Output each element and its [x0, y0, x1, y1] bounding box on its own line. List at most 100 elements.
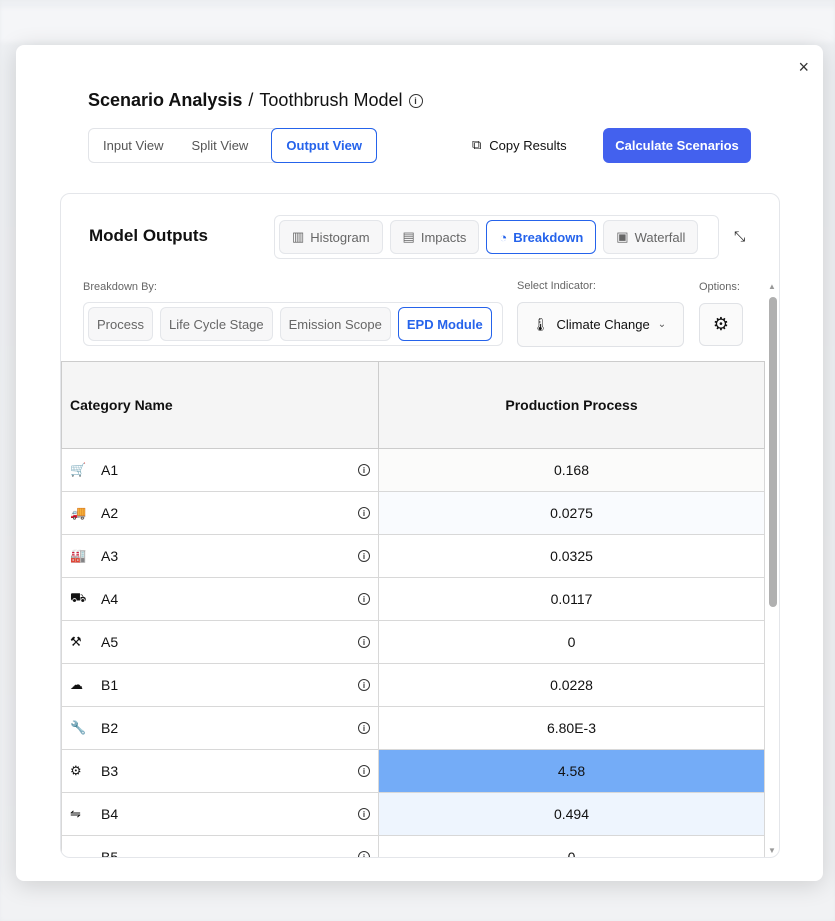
delivery-truck-icon: ⛟ — [70, 590, 87, 605]
table-row: ☁ B1 i 0.0228 — [61, 663, 765, 707]
category-cell: 🏭 A3 i — [61, 534, 379, 578]
card-title: Model Outputs — [89, 226, 208, 245]
info-icon[interactable]: i — [358, 593, 370, 605]
copy-label: Copy Results — [489, 137, 567, 153]
arrow-right-icon: → — [70, 849, 83, 858]
category-cell: 🛒 A1 i — [61, 448, 379, 492]
value-cell[interactable]: 0.494 — [378, 792, 765, 836]
info-icon[interactable]: i — [358, 636, 370, 648]
table-row: ⚙ B3 i 4.58 — [61, 749, 765, 793]
column-header-production-process[interactable]: Production Process — [378, 361, 765, 449]
tab-split-view[interactable]: Split View — [191, 138, 249, 153]
info-icon[interactable]: i — [358, 808, 370, 820]
category-name: B1 — [101, 677, 119, 693]
table-row: ⚒ A5 i 0 — [61, 620, 765, 664]
tab-waterfall[interactable]: ▣ Waterfall — [603, 220, 699, 254]
category-cell: ⚙ B3 i — [61, 749, 379, 793]
model-outputs-card: Model Outputs ▥ Histogram ▤ Impacts ◔ Break… — [60, 193, 780, 858]
tab-input-view[interactable]: Input View — [103, 138, 164, 153]
tab-output-view[interactable]: Output View — [271, 128, 377, 163]
info-icon[interactable]: i — [358, 722, 370, 734]
tab-impacts[interactable]: ▤ Impacts — [389, 220, 480, 254]
category-cell: ☁ B1 i — [61, 663, 379, 707]
value-cell[interactable]: 0 — [378, 835, 765, 857]
breakdown-process[interactable]: Process — [88, 307, 153, 341]
category-cell: 🚚 A2 i — [61, 491, 379, 535]
info-icon[interactable]: i — [358, 765, 370, 777]
presentation-chart-icon: ▣ — [616, 229, 629, 244]
category-name: A1 — [101, 462, 119, 478]
category-cell: 🔧 B2 i — [61, 706, 379, 750]
indicator-value: Climate Change — [556, 317, 650, 332]
mine-cart-icon: 🛒 — [70, 462, 87, 477]
category-cell: ⚒ A5 i — [61, 620, 379, 664]
category-name: B3 — [101, 763, 119, 779]
value-cell[interactable]: 0.0228 — [378, 663, 765, 707]
table-row: 🚚 A2 i 0.0275 — [61, 491, 765, 535]
pie-chart-icon: ◔ — [499, 229, 508, 245]
tab-histogram[interactable]: ▥ Histogram — [279, 220, 383, 254]
breakdown-emission-scope[interactable]: Emission Scope — [279, 307, 391, 341]
gear-icon: ⚙ — [712, 314, 730, 334]
category-name: B5 — [101, 849, 119, 858]
breakdown-label: Breakdown By: — [83, 281, 157, 293]
info-icon[interactable]: i — [358, 679, 370, 691]
value-cell[interactable]: 4.58 — [378, 749, 765, 793]
table-row: ⛟ A4 i 0.0117 — [61, 577, 765, 621]
view-toggle: Input View Split View Output View — [88, 128, 377, 163]
info-icon[interactable]: i — [358, 464, 370, 476]
info-icon[interactable]: i — [358, 851, 370, 857]
column-header-category[interactable]: Category Name — [61, 361, 379, 449]
value-cell[interactable]: 0.0275 — [378, 491, 765, 535]
breakdown-epd-module[interactable]: EPD Module — [397, 307, 492, 341]
info-icon[interactable]: i — [358, 550, 370, 562]
options-gear-button[interactable]: ⚙ — [699, 303, 743, 346]
options-label: Options: — [699, 281, 740, 293]
table-row: → B5 i 0 — [61, 835, 765, 858]
wrench-icon: 🔧 — [70, 720, 87, 735]
category-name: B2 — [101, 720, 119, 736]
category-name: B4 — [101, 806, 119, 822]
chart-type-tabs: ▥ Histogram ▤ Impacts ◔ Breakdown ▣ Waterfal… — [274, 215, 719, 259]
table-icon: ▤ — [402, 229, 415, 244]
category-name: A5 — [101, 634, 119, 650]
category-cell: ⛟ A4 i — [61, 577, 379, 621]
thermometer-icon: 🌡 — [532, 316, 549, 332]
category-cell: ⇋ B4 i — [61, 792, 379, 836]
category-cell: → B5 i — [61, 835, 379, 858]
tab-breakdown[interactable]: ◔ Breakdown — [486, 220, 597, 254]
category-name: A3 — [101, 548, 119, 564]
indicator-select[interactable]: 🌡 Climate Change ⌄ — [517, 302, 684, 347]
truck-icon: 🚚 — [70, 505, 87, 520]
info-icon[interactable]: i — [408, 93, 423, 108]
value-cell[interactable]: 0.0325 — [378, 534, 765, 578]
chevron-down-icon: ⌄ — [657, 319, 667, 330]
copy-results-button[interactable]: ⧉ Copy Results — [472, 137, 567, 153]
value-cell[interactable]: 0.168 — [378, 448, 765, 492]
table-row: 🏭 A3 i 0.0325 — [61, 534, 765, 578]
table-row: 🔧 B2 i 6.80E-3 — [61, 706, 765, 750]
value-cell[interactable]: 0.0117 — [378, 577, 765, 621]
copy-icon: ⧉ — [472, 137, 482, 152]
scenario-modal: × Scenario Analysis / Toothbrush Model i … — [16, 45, 823, 881]
title-model: Toothbrush Model — [259, 90, 403, 110]
factory-icon: 🏭 — [70, 548, 87, 563]
breakdown-table: Category Name Production Process 🛒 A1 i 0.1… — [61, 361, 765, 858]
calculate-scenarios-button[interactable]: Calculate Scenarios — [603, 128, 751, 163]
vertical-scrollbar[interactable]: ▲ ▼ — [768, 282, 777, 855]
collapse-icon[interactable]: ⤡ — [734, 228, 746, 244]
exchange-icon: ⇋ — [70, 806, 81, 821]
value-cell[interactable]: 6.80E-3 — [378, 706, 765, 750]
scrollbar-thumb[interactable] — [769, 297, 777, 607]
table-row: ⇋ B4 i 0.494 — [61, 792, 765, 836]
cloud-icon: ☁ — [70, 677, 83, 692]
close-button[interactable]: × — [798, 57, 809, 77]
tools-icon: ⚒ — [70, 634, 82, 649]
title-main: Scenario Analysis — [88, 90, 243, 110]
modal-title: Scenario Analysis / Toothbrush Model i — [88, 90, 423, 111]
indicator-label: Select Indicator: — [517, 280, 596, 292]
breakdown-life-cycle-stage[interactable]: Life Cycle Stage — [159, 307, 273, 341]
value-cell[interactable]: 0 — [378, 620, 765, 664]
table-row: 🛒 A1 i 0.168 — [61, 448, 765, 492]
info-icon[interactable]: i — [358, 507, 370, 519]
